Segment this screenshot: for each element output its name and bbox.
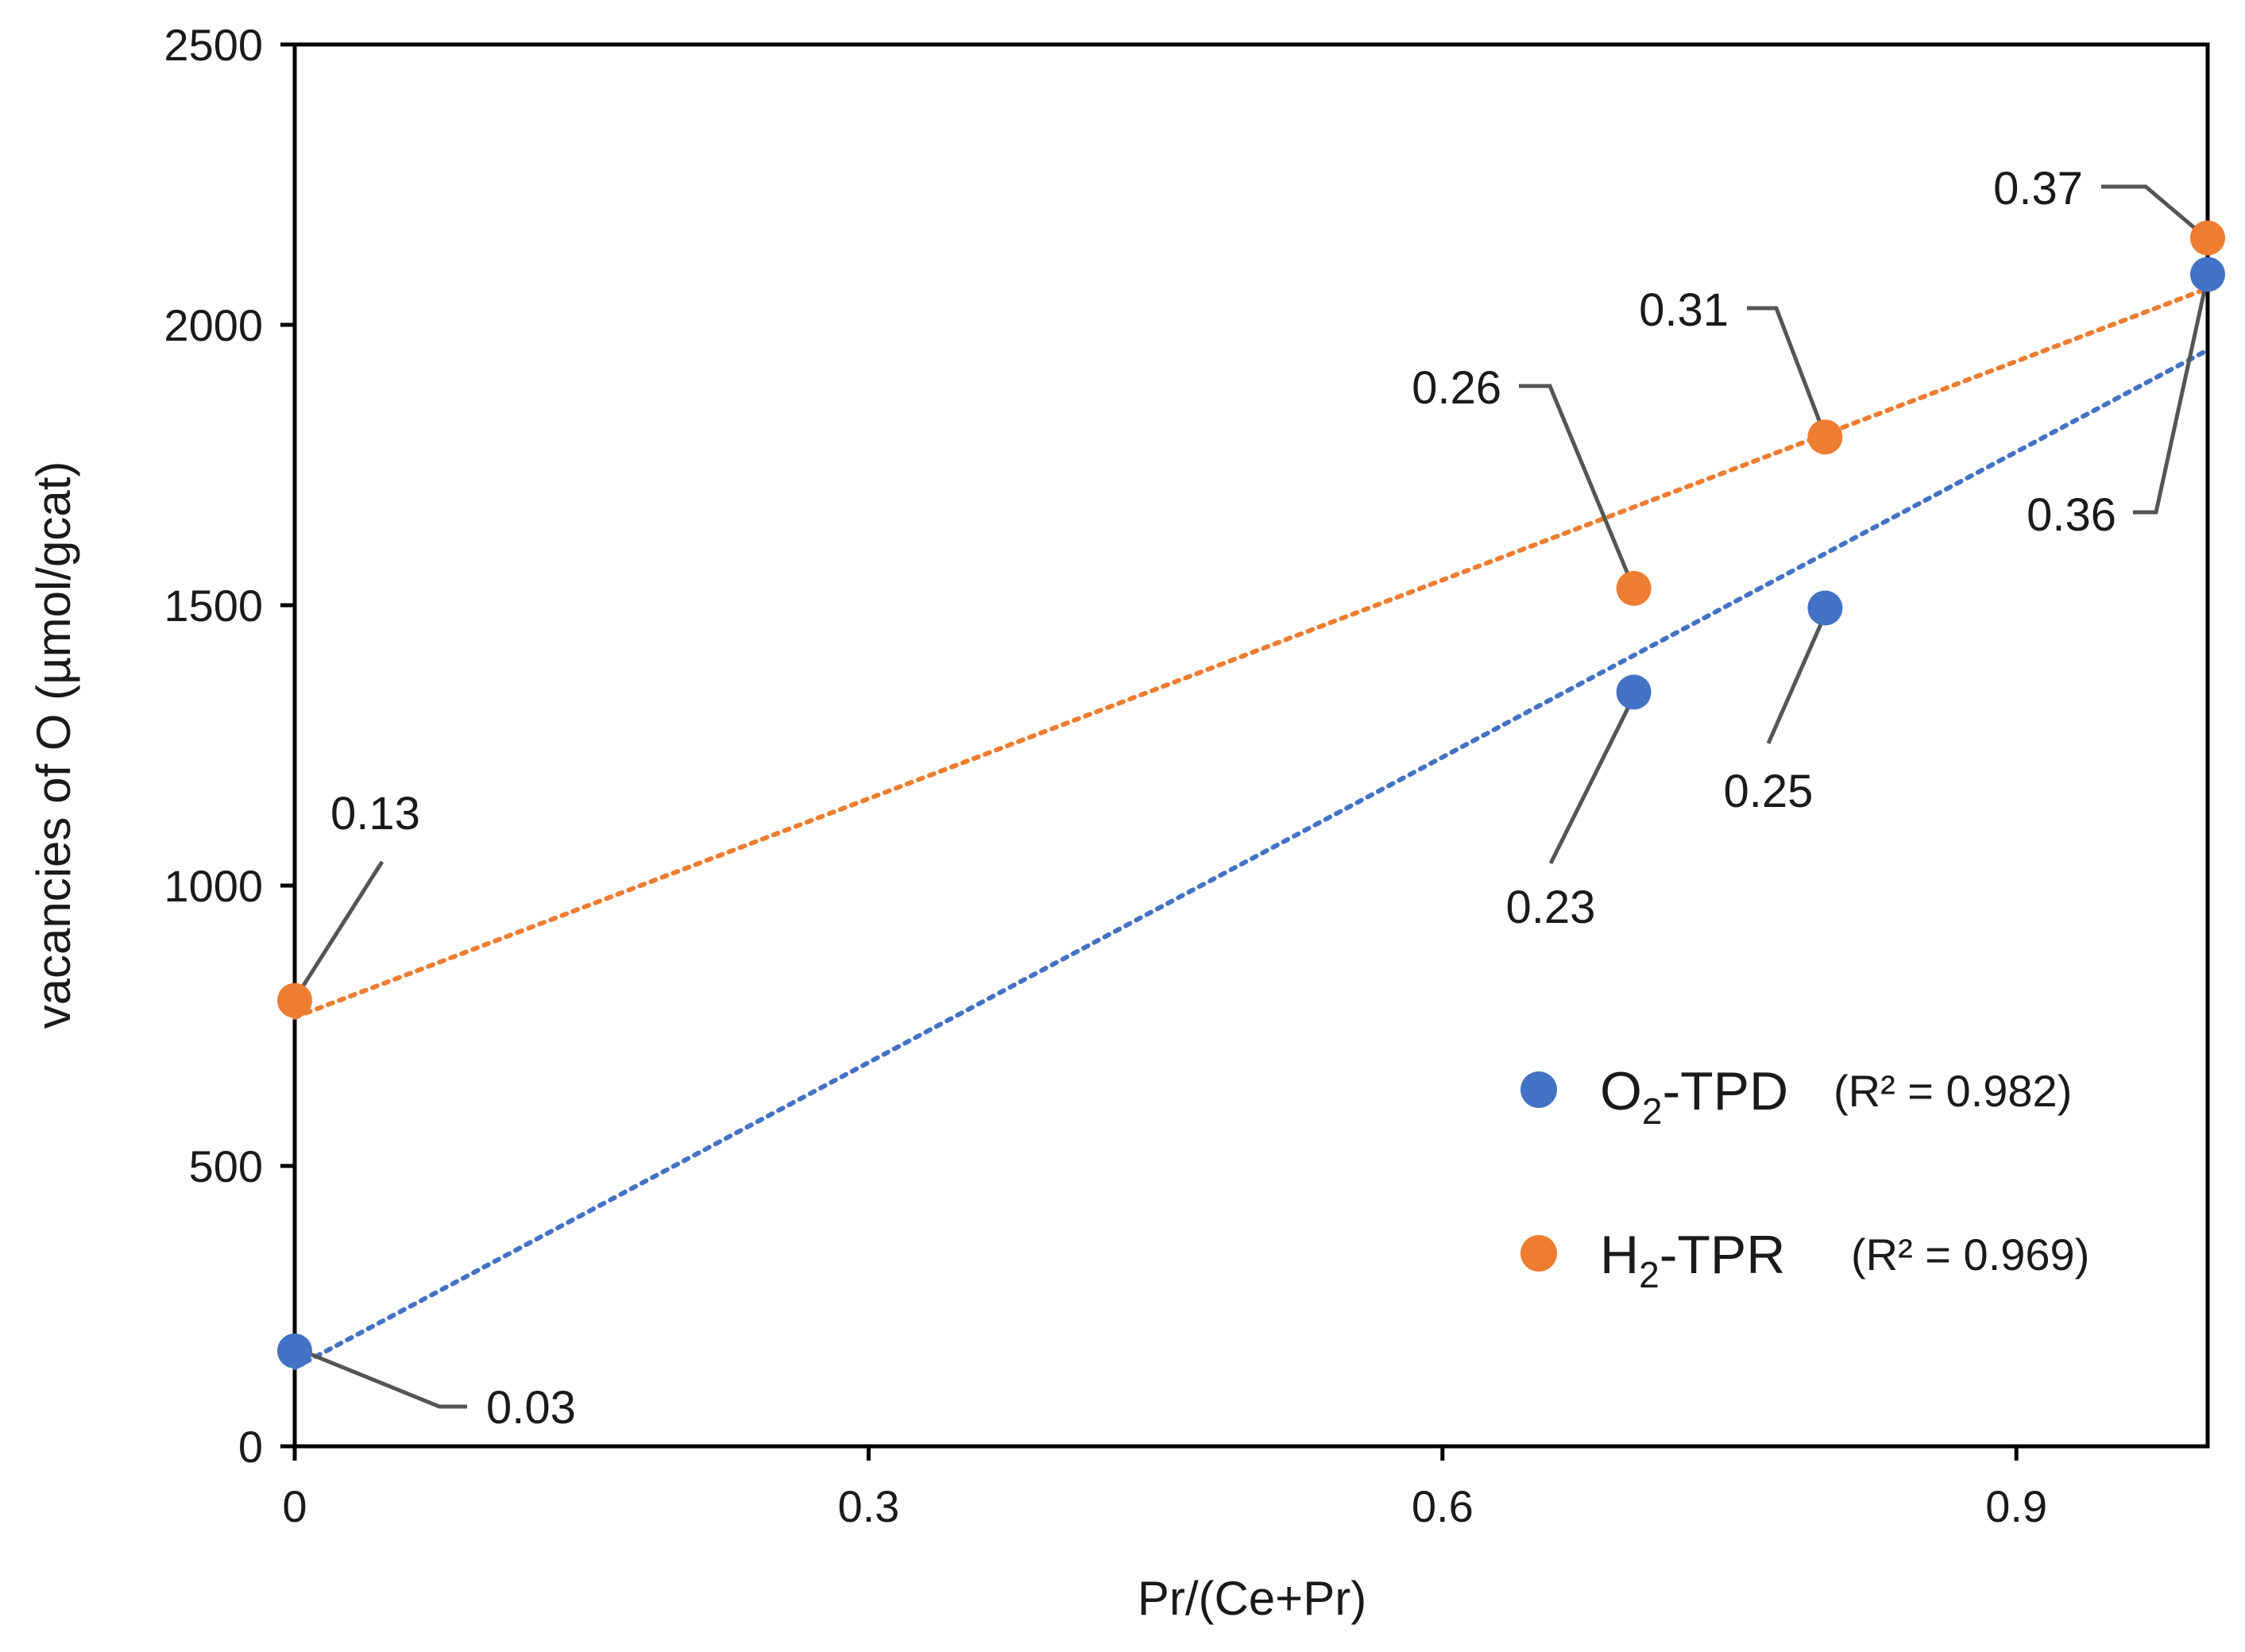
legend-label-o2tpd: O2-TPD <box>1600 1061 1788 1132</box>
legend-r2-o2tpd: (R² = 0.982) <box>1833 1066 2072 1116</box>
x-axis-ticks: 0 0.3 0.6 0.9 <box>282 1446 2047 1531</box>
data-point-h2tpr-1 <box>1616 570 1652 606</box>
data-point-h2tpr-2 <box>1807 419 1843 455</box>
legend-label-h2tpr-sub: 2 <box>1639 1254 1660 1295</box>
data-point-o2tpd-2 <box>1807 590 1843 626</box>
legend-label-h2tpr-main: H <box>1600 1225 1639 1285</box>
y-tick-label: 2000 <box>164 300 263 350</box>
y-tick-label: 500 <box>189 1141 263 1191</box>
legend-r2-h2tpr: (R² = 0.969) <box>1851 1229 2089 1280</box>
legend-marker-h2tpr <box>1520 1235 1557 1272</box>
leader-line-h2tpr-1 <box>1519 384 1636 590</box>
leader-line-h2tpr-0 <box>292 860 384 1001</box>
data-point-h2tpr-0 <box>277 982 312 1018</box>
legend-marker-o2tpd <box>1520 1071 1557 1108</box>
data-labels: 0.03 0.23 0.25 0.36 0.13 0.26 0.31 0.37 <box>330 163 2116 1434</box>
x-tick-label: 0.9 <box>1985 1481 2047 1531</box>
data-label-o2tpd-1: 0.23 <box>1506 882 1596 933</box>
trendlines <box>292 286 2210 1371</box>
data-point-o2tpd-3 <box>2190 257 2225 292</box>
y-tick-label: 1000 <box>164 861 263 911</box>
legend-item-h2tpr: H2-TPR (R² = 0.969) <box>1520 1225 2089 1295</box>
legend: O2-TPD (R² = 0.982) H2-TPR (R² = 0.969) <box>1520 1061 2089 1295</box>
leader-line-o2tpd-2 <box>1766 610 1829 745</box>
data-label-h2tpr-3: 0.37 <box>1993 163 2083 214</box>
legend-label-o2tpd-main: O <box>1600 1061 1642 1121</box>
x-tick-label: 0.3 <box>837 1481 899 1531</box>
data-point-o2tpd-0 <box>277 1333 312 1368</box>
data-label-h2tpr-0: 0.13 <box>330 788 420 840</box>
leader-line-h2tpr-2 <box>1747 306 1829 440</box>
leader-line-h2tpr-3 <box>2101 184 2209 241</box>
legend-label-o2tpd-sub: 2 <box>1642 1090 1663 1132</box>
x-axis-title: Pr/(Ce+Pr) <box>1138 1572 1366 1625</box>
data-point-o2tpd-1 <box>1616 674 1652 710</box>
legend-item-o2tpd: O2-TPD (R² = 0.982) <box>1520 1061 2072 1132</box>
legend-label-h2tpr-suffix: -TPR <box>1660 1225 1786 1285</box>
data-label-o2tpd-0: 0.03 <box>486 1382 576 1434</box>
leader-line-o2tpd-3 <box>2133 275 2210 515</box>
leader-line-o2tpd-0 <box>294 1345 467 1409</box>
leader-line-o2tpd-1 <box>1548 694 1636 865</box>
data-label-h2tpr-2: 0.31 <box>1639 284 1729 336</box>
data-label-leader-lines <box>292 184 2210 1409</box>
y-tick-label: 0 <box>238 1422 263 1472</box>
data-label-h2tpr-1: 0.26 <box>1412 362 1501 414</box>
data-point-h2tpr-3 <box>2190 220 2225 256</box>
y-axis-title: vacancies of O (µmol/gcat) <box>27 461 80 1029</box>
y-tick-label: 2500 <box>164 20 263 70</box>
legend-label-h2tpr: H2-TPR <box>1600 1225 1785 1295</box>
legend-label-o2tpd-suffix: -TPD <box>1663 1061 1789 1121</box>
data-label-o2tpd-3: 0.36 <box>2027 489 2116 541</box>
data-label-o2tpd-2: 0.25 <box>1724 766 1814 817</box>
trendline-h2tpr <box>292 286 2210 1020</box>
y-axis-ticks: 0 500 1000 1500 2000 2500 <box>164 20 295 1472</box>
y-tick-label: 1500 <box>164 581 263 631</box>
plot-area-frame <box>292 42 2210 1449</box>
x-tick-label: 0.6 <box>1412 1481 1474 1531</box>
trendline-o2tpd <box>292 347 2210 1371</box>
x-tick-label: 0 <box>282 1481 307 1531</box>
data-points <box>277 220 2225 1368</box>
